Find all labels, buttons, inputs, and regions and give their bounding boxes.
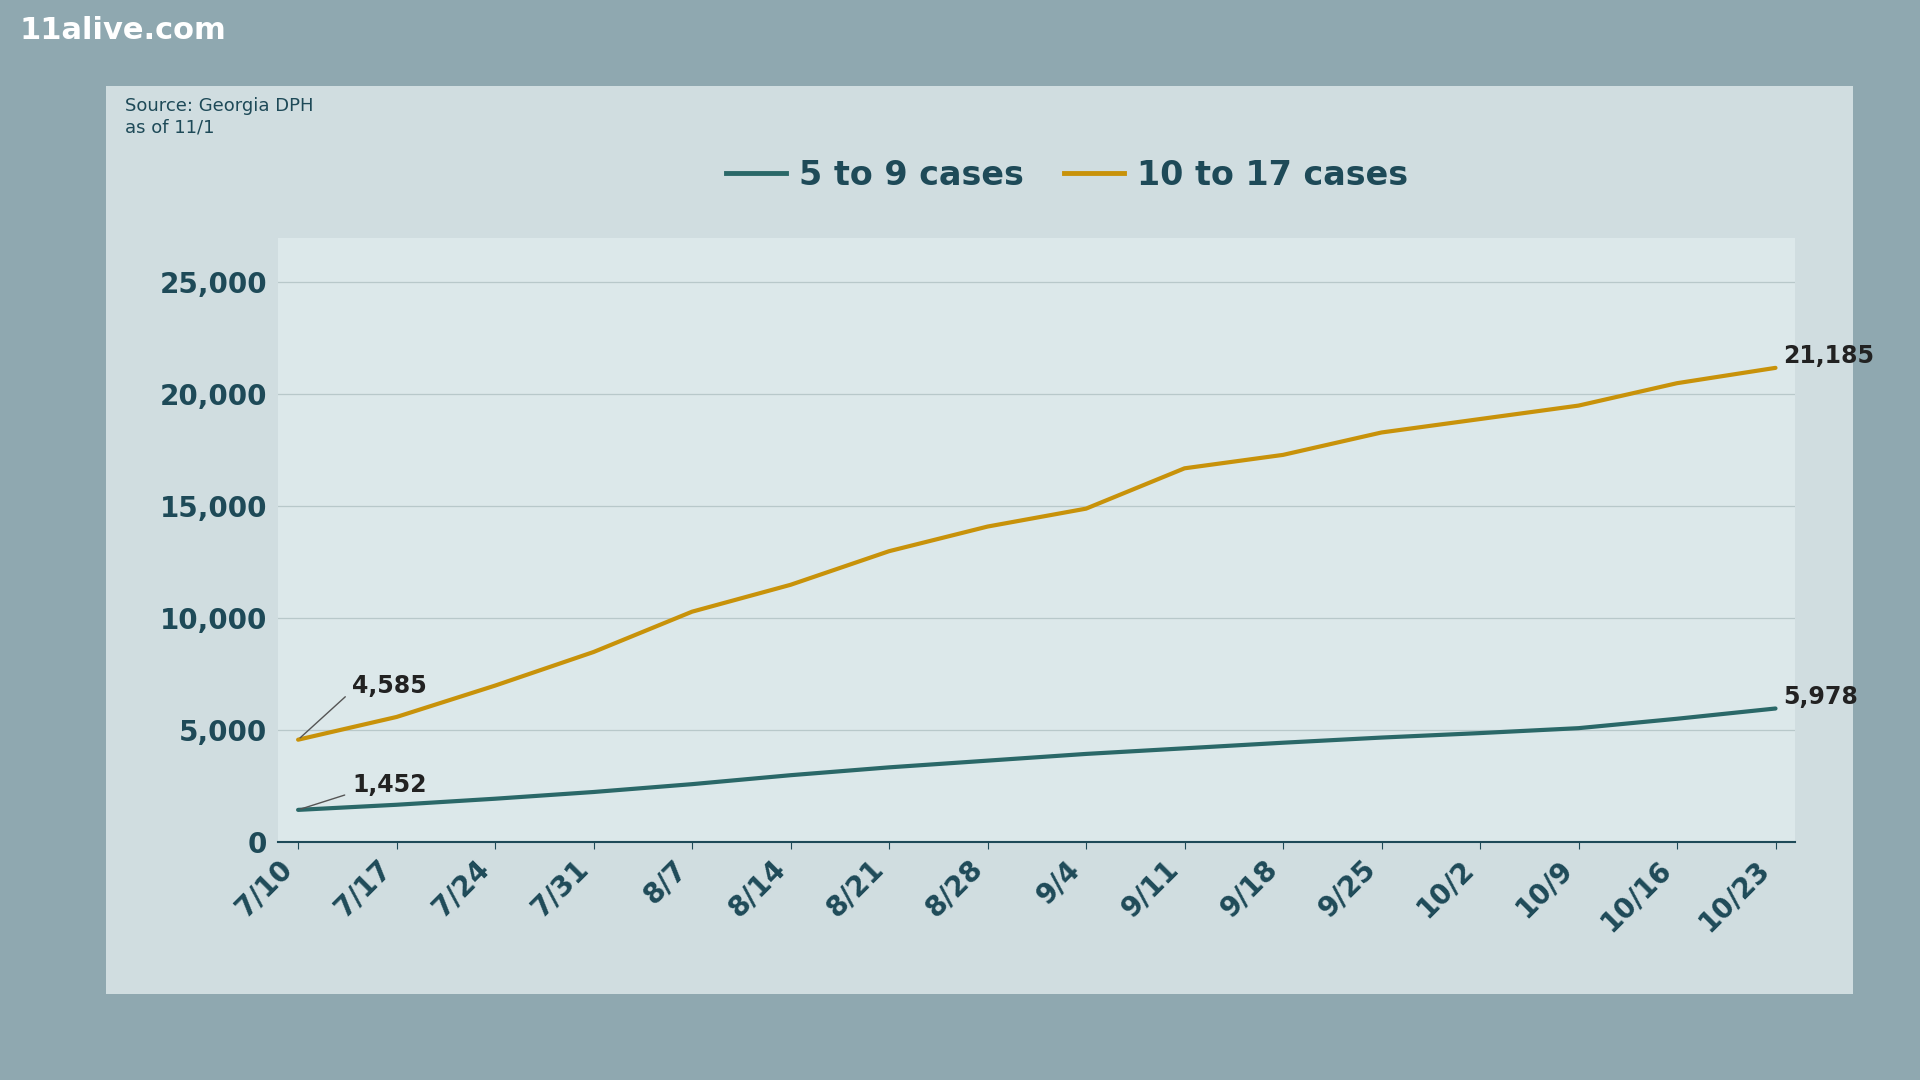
Text: 1,452: 1,452 xyxy=(351,773,426,797)
Text: Source: Georgia DPH
as of 11/1: Source: Georgia DPH as of 11/1 xyxy=(125,97,313,136)
Text: 5,978: 5,978 xyxy=(1784,685,1859,708)
Text: 4,585: 4,585 xyxy=(351,674,426,698)
Text: 11alive.com: 11alive.com xyxy=(19,16,227,45)
Legend: 5 to 9 cases, 10 to 17 cases: 5 to 9 cases, 10 to 17 cases xyxy=(712,146,1423,205)
Text: 21,185: 21,185 xyxy=(1784,345,1874,368)
